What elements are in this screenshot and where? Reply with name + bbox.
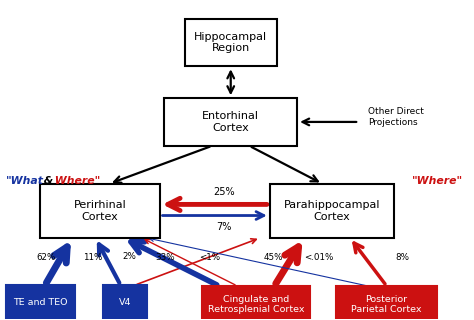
FancyBboxPatch shape <box>202 286 310 320</box>
Text: 2%: 2% <box>123 252 137 260</box>
FancyBboxPatch shape <box>164 98 297 146</box>
Text: Where": Where" <box>51 176 100 186</box>
Text: 33%: 33% <box>156 252 175 261</box>
Text: 62%: 62% <box>36 252 55 261</box>
Text: Perirhinal
Cortex: Perirhinal Cortex <box>73 200 127 221</box>
Text: V4: V4 <box>119 298 131 307</box>
Text: TE and TEO: TE and TEO <box>13 298 68 307</box>
FancyBboxPatch shape <box>185 19 277 67</box>
Text: <.01%: <.01% <box>305 252 334 261</box>
FancyBboxPatch shape <box>40 184 160 238</box>
FancyBboxPatch shape <box>270 184 393 238</box>
Text: <1%: <1% <box>200 252 220 261</box>
Text: Parahippocampal
Cortex: Parahippocampal Cortex <box>283 200 380 221</box>
FancyBboxPatch shape <box>6 285 75 320</box>
FancyBboxPatch shape <box>336 286 437 320</box>
Text: Hippocampal
Region: Hippocampal Region <box>194 32 267 53</box>
Text: 45%: 45% <box>264 252 283 261</box>
Text: Entorhinal
Cortex: Entorhinal Cortex <box>202 111 259 133</box>
Text: Posterior
Parietal Cortex: Posterior Parietal Cortex <box>351 295 422 314</box>
Text: "Where": "Where" <box>412 176 463 186</box>
Text: Other Direct
Projections: Other Direct Projections <box>368 108 424 127</box>
Text: Cingulate and
Retrosplenial Cortex: Cingulate and Retrosplenial Cortex <box>208 295 304 314</box>
Text: &: & <box>40 176 54 186</box>
Text: 11%: 11% <box>83 252 103 261</box>
Text: 25%: 25% <box>213 188 235 197</box>
FancyBboxPatch shape <box>103 285 147 320</box>
Text: "What: "What <box>6 176 44 186</box>
Text: 7%: 7% <box>217 222 232 232</box>
Text: 8%: 8% <box>396 252 410 261</box>
